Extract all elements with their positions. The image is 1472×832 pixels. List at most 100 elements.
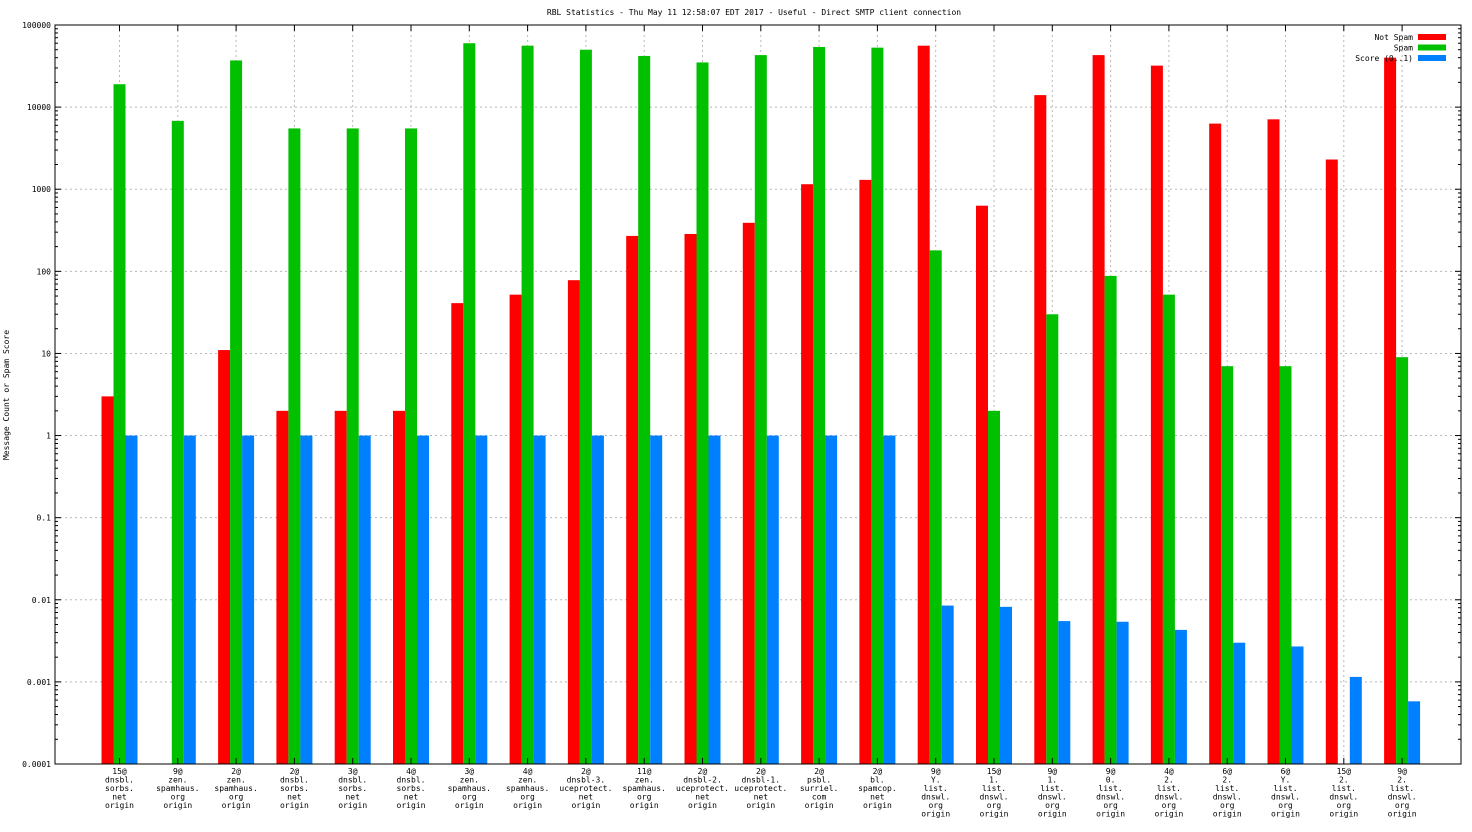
x-tick-label: dnsbl. bbox=[397, 776, 426, 785]
x-tick-label: org bbox=[987, 801, 1002, 810]
x-tick-label: net bbox=[754, 793, 769, 802]
x-tick-label: 2@ bbox=[231, 767, 241, 776]
x-tick-label: 15@ bbox=[987, 767, 1002, 776]
bar-score-0-1 bbox=[1233, 642, 1246, 764]
legend-label: Spam bbox=[1394, 44, 1413, 53]
x-tick-label: 6@ bbox=[1222, 767, 1232, 776]
x-tick-label: bl. bbox=[870, 776, 884, 785]
x-tick-label: origin bbox=[280, 801, 309, 810]
bar-score-0-1 bbox=[591, 435, 604, 764]
x-tick-label: 6@ bbox=[1281, 767, 1291, 776]
bar-not-spam bbox=[976, 205, 988, 764]
x-tick-label: 4@ bbox=[406, 767, 416, 776]
bar-not-spam bbox=[1092, 55, 1105, 764]
x-tick-label: zen. bbox=[518, 776, 537, 785]
x-tick-label: list. bbox=[982, 784, 1006, 793]
x-tick-label: 2. bbox=[1397, 776, 1407, 785]
x-tick-label: dnsbl-2. bbox=[683, 776, 722, 785]
y-tick-label: 100 bbox=[37, 267, 52, 276]
x-tick-label: origin bbox=[163, 801, 192, 810]
x-tick-label: org bbox=[1395, 801, 1410, 810]
bar-score-0-1 bbox=[766, 435, 779, 764]
bar-spam bbox=[929, 250, 942, 764]
bar-spam bbox=[346, 128, 359, 764]
bar-spam bbox=[754, 55, 767, 764]
x-tick-label: dnswl. bbox=[1038, 793, 1067, 802]
x-tick-label: dnsbl. bbox=[338, 776, 367, 785]
x-tick-label: origin bbox=[805, 801, 834, 810]
legend-swatch bbox=[1418, 55, 1446, 61]
x-tick-label: origin bbox=[1096, 810, 1125, 819]
bar-score-0-1 bbox=[941, 605, 954, 764]
x-tick-label: 2@ bbox=[873, 767, 883, 776]
bar-not-spam bbox=[1150, 65, 1163, 764]
x-tick-label: 9@ bbox=[1047, 767, 1057, 776]
x-tick-label: org bbox=[1045, 801, 1060, 810]
x-tick-label: origin bbox=[571, 801, 600, 810]
x-tick-label: zen. bbox=[168, 776, 187, 785]
x-tick-label: dnswl. bbox=[1096, 793, 1125, 802]
bar-spam bbox=[230, 60, 243, 764]
legend-label: Score (0..1) bbox=[1355, 54, 1413, 63]
x-tick-label: dnswl. bbox=[921, 793, 950, 802]
y-axis-ticks: 0.0001 0.001 0.01 0.1 1 10 100 1000 10000 100000 bbox=[22, 21, 1461, 769]
y-tick-label: 0.01 bbox=[32, 596, 51, 605]
x-tick-label: Y. bbox=[1281, 776, 1291, 785]
bar-spam bbox=[1046, 314, 1059, 764]
x-tick-label: net bbox=[695, 793, 710, 802]
bar-not-spam bbox=[393, 410, 405, 764]
bar-spam bbox=[871, 47, 884, 764]
bar-score-0-1 bbox=[125, 435, 138, 764]
x-tick-label: 2@ bbox=[581, 767, 591, 776]
bar-spam bbox=[171, 120, 184, 764]
x-tick-label: 2@ bbox=[290, 767, 300, 776]
x-tick-label: 3@ bbox=[348, 767, 358, 776]
x-tick-label: origin bbox=[1271, 810, 1300, 819]
x-tick-label: origin bbox=[513, 801, 542, 810]
bar-spam bbox=[1221, 366, 1234, 764]
x-tick-label: 11@ bbox=[637, 767, 652, 776]
x-tick-label: org bbox=[1103, 801, 1118, 810]
bar-score-0-1 bbox=[1058, 621, 1071, 764]
x-tick-label: list. bbox=[1215, 784, 1239, 793]
bar-not-spam bbox=[917, 45, 930, 764]
bar-not-spam bbox=[101, 396, 114, 764]
bar-spam bbox=[1104, 275, 1117, 764]
x-tick-label: org bbox=[928, 801, 943, 810]
x-tick-label: 0. bbox=[1106, 776, 1116, 785]
bar-spam bbox=[463, 43, 476, 764]
x-tick-label: uceprotect. bbox=[559, 784, 612, 793]
bar-not-spam bbox=[1209, 123, 1222, 765]
x-tick-label: 2@ bbox=[814, 767, 824, 776]
x-tick-label: dnsbl. bbox=[280, 776, 309, 785]
x-tick-label: surriel. bbox=[800, 784, 839, 793]
y-tick-label: 10000 bbox=[27, 103, 51, 112]
x-tick-label: psbl. bbox=[807, 776, 831, 785]
bar-spam bbox=[579, 49, 592, 765]
x-tick-label: net bbox=[112, 793, 127, 802]
bar-score-0-1 bbox=[883, 435, 896, 764]
x-tick-label: org bbox=[520, 793, 535, 802]
bar-score-0-1 bbox=[708, 435, 721, 764]
bars bbox=[101, 43, 1421, 765]
x-tick-label: origin bbox=[1038, 810, 1067, 819]
bar-score-0-1 bbox=[533, 435, 546, 764]
bar-spam bbox=[521, 45, 534, 764]
x-tick-label: 9@ bbox=[1397, 767, 1407, 776]
x-tick-label: org bbox=[171, 793, 186, 802]
y-axis-title: Message Count or Spam Score bbox=[2, 330, 11, 460]
x-tick-label: org bbox=[462, 793, 477, 802]
y-tick-label: 100000 bbox=[22, 21, 51, 30]
x-tick-label: sorbs. bbox=[105, 784, 134, 793]
x-tick-label: list. bbox=[1273, 784, 1297, 793]
x-tick-label: list. bbox=[1157, 784, 1181, 793]
bar-score-0-1 bbox=[1174, 629, 1187, 764]
y-tick-label: 1000 bbox=[32, 185, 51, 194]
x-tick-label: origin bbox=[921, 810, 950, 819]
chart-title: RBL Statistics - Thu May 11 12:58:07 EDT… bbox=[547, 8, 961, 17]
x-tick-label: origin bbox=[1329, 810, 1358, 819]
x-tick-label: sorbs. bbox=[397, 784, 426, 793]
bar-spam bbox=[288, 128, 301, 764]
x-tick-label: spamhaus. bbox=[214, 784, 257, 793]
x-tick-label: dnswl. bbox=[1154, 793, 1183, 802]
